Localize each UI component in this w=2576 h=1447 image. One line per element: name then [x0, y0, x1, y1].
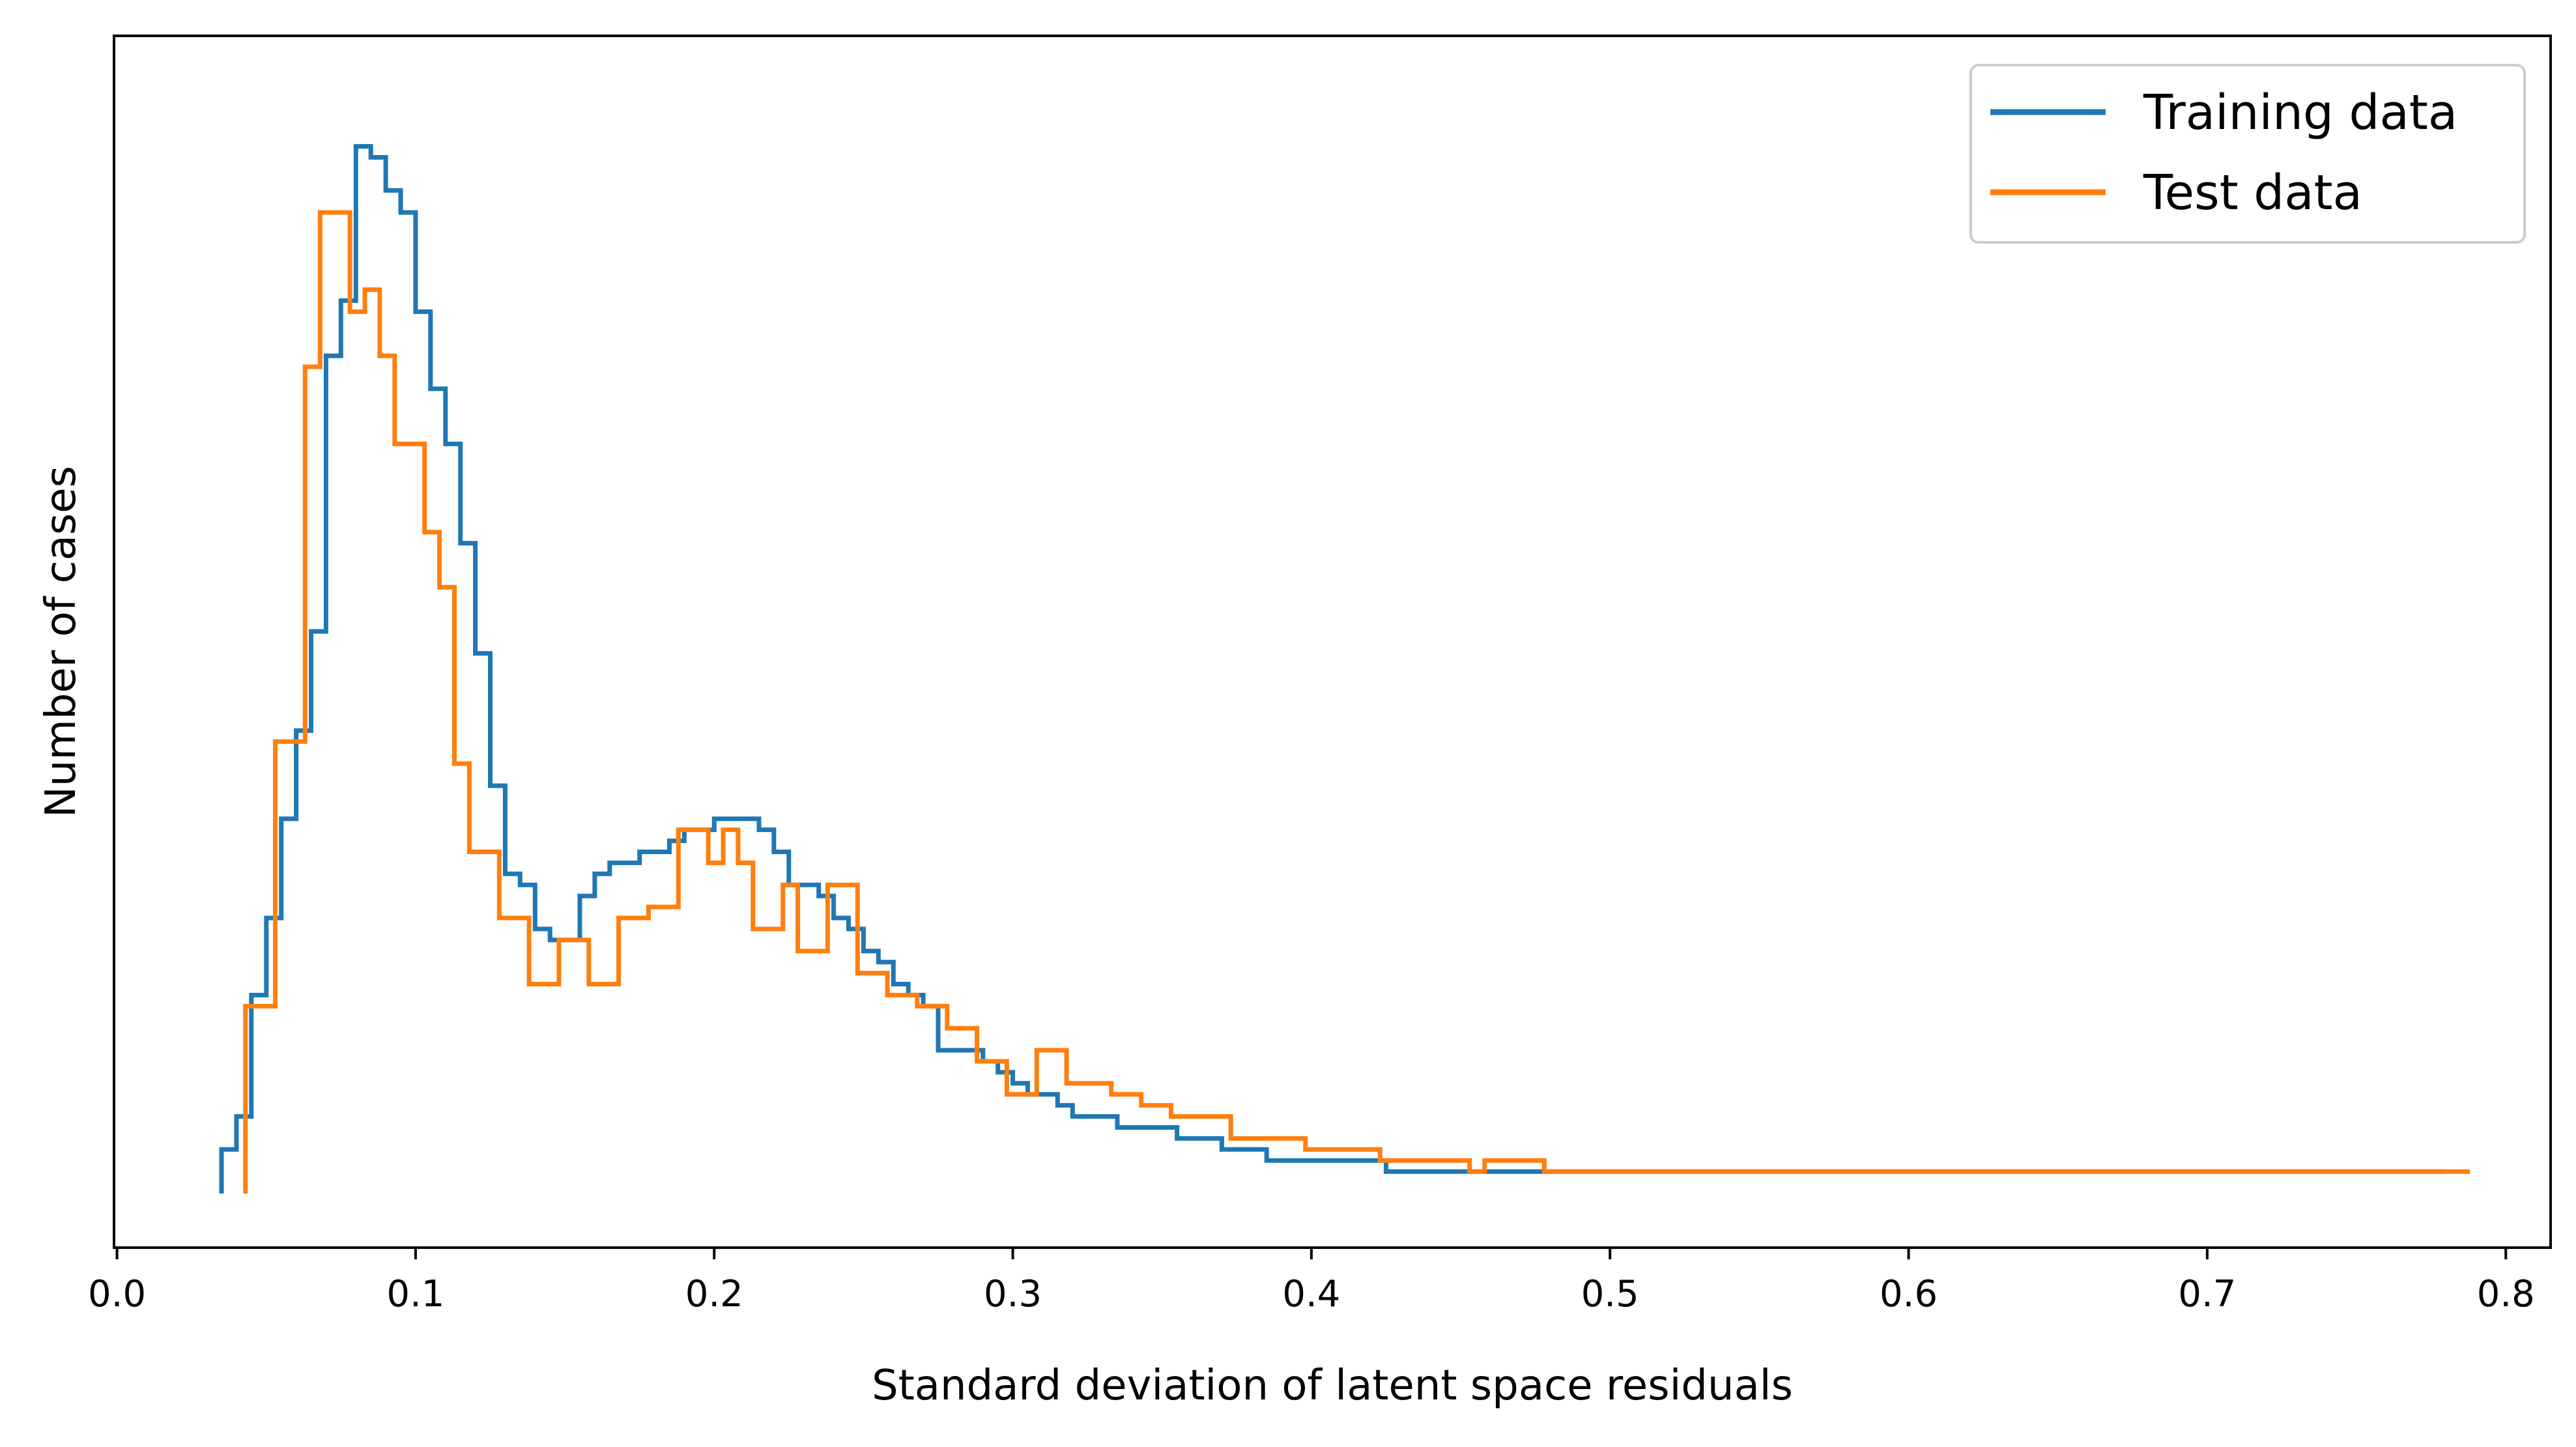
x-tick-label: 0.7 — [2178, 1273, 2236, 1315]
plot-frame — [113, 35, 2552, 1249]
x-tick-label: 0.1 — [386, 1273, 444, 1315]
legend-label-training: Training data — [2143, 85, 2457, 141]
x-tick-label: 0.5 — [1581, 1273, 1639, 1315]
x-axis-label: Standard deviation of latent space resid… — [872, 1362, 1793, 1410]
legend-box — [1969, 64, 2526, 244]
x-tick-label: 0.0 — [88, 1273, 146, 1315]
legend-label-test: Test data — [2143, 165, 2362, 221]
series-line-training-data — [219, 144, 2446, 1194]
x-tick-label: 0.4 — [1282, 1273, 1340, 1315]
x-tick-label: 0.2 — [685, 1273, 743, 1315]
series-layer — [219, 144, 2470, 1194]
x-tick-label: 0.6 — [1880, 1273, 1938, 1315]
series-line-test-data — [243, 210, 2470, 1194]
y-axis-label: Number of cases — [37, 466, 85, 818]
x-tick-label: 0.3 — [984, 1273, 1042, 1315]
x-axis-ticks: 0.0 0.1 0.2 0.3 0.4 0.5 0.6 0.7 0.8 — [88, 1248, 2535, 1315]
x-tick-label: 0.8 — [2477, 1273, 2535, 1315]
legend: Training data Test data — [1969, 64, 2526, 244]
